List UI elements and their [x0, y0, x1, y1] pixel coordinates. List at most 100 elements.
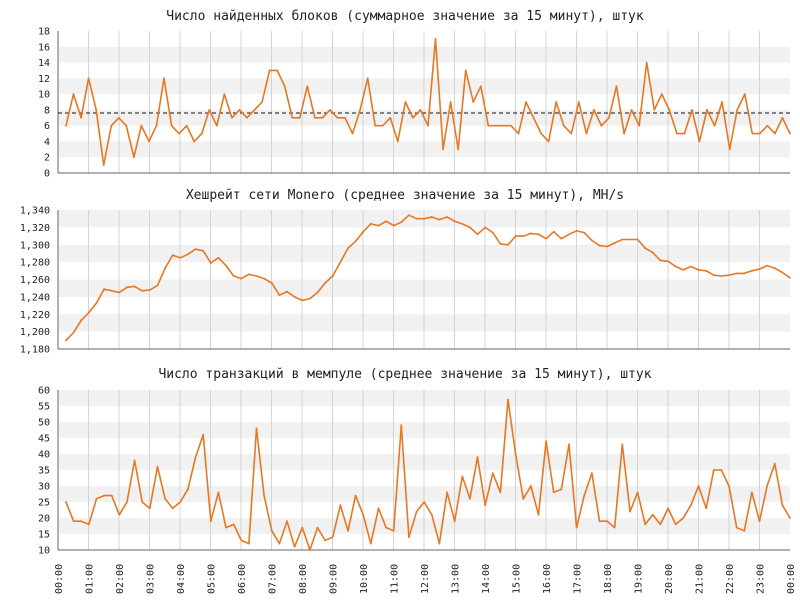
y-tick-label: 10: [38, 90, 50, 101]
y-tick-label: 1,180: [20, 345, 50, 356]
data-point: [613, 242, 616, 244]
data-point: [484, 504, 487, 507]
data-point: [385, 526, 387, 529]
data-point: [706, 108, 708, 111]
data-point: [193, 140, 196, 143]
data-point: [126, 501, 128, 503]
data-point: [674, 523, 677, 526]
data-point: [446, 491, 448, 494]
data-point: [712, 469, 715, 471]
data-point: [472, 101, 475, 103]
y-tick-label: 1,200: [20, 327, 50, 338]
data-point: [202, 249, 205, 252]
y-tick-label: 1,340: [20, 206, 50, 217]
data-point: [80, 116, 82, 119]
data-point: [560, 237, 563, 240]
data-point: [590, 239, 593, 242]
data-point: [751, 132, 754, 135]
y-tick-label: 35: [38, 466, 50, 477]
vertical-gridlines: [88, 210, 760, 349]
data-point: [377, 224, 380, 227]
data-point: [248, 542, 250, 545]
data-point: [781, 504, 784, 507]
data-point: [110, 124, 113, 127]
data-point: [636, 491, 639, 494]
data-point: [95, 108, 98, 111]
data-point: [415, 510, 418, 513]
data-point: [629, 510, 631, 513]
data-point: [306, 85, 309, 88]
y-tick-label: 6: [44, 121, 50, 132]
data-point: [270, 529, 273, 532]
chart-title: Число найденных блоков (суммарное значен…: [166, 9, 644, 24]
data-point: [359, 108, 362, 111]
data-point: [461, 223, 464, 225]
data-point: [499, 491, 502, 494]
data-point: [171, 507, 174, 510]
data-point: [621, 443, 624, 446]
data-point: [623, 132, 625, 135]
data-point: [728, 274, 730, 277]
data-point: [469, 497, 471, 500]
data-point: [392, 224, 395, 227]
data-point: [217, 491, 220, 494]
data-point: [132, 156, 135, 159]
data-point: [324, 282, 327, 284]
data-point: [449, 101, 452, 103]
data-point: [396, 140, 399, 143]
y-tick-label: 8: [44, 105, 50, 116]
data-point: [164, 267, 166, 270]
data-point: [743, 93, 746, 96]
data-point: [80, 520, 83, 523]
data-point: [636, 238, 639, 241]
data-point: [598, 244, 601, 247]
data-point: [253, 108, 256, 111]
data-point: [225, 264, 227, 267]
data-point: [552, 491, 555, 494]
data-point: [263, 494, 266, 497]
data-point: [362, 513, 365, 516]
data-point: [479, 85, 482, 88]
data-point: [683, 132, 686, 135]
data-point: [248, 273, 250, 276]
data-point: [427, 124, 429, 127]
data-point: [209, 262, 212, 264]
data-point: [377, 507, 380, 510]
data-point: [148, 289, 151, 291]
data-point: [223, 93, 226, 96]
x-tick-label: 04:00: [176, 564, 187, 594]
series-points: [65, 37, 791, 167]
data-point: [540, 132, 543, 135]
data-point: [590, 472, 593, 475]
data-point: [442, 148, 444, 151]
data-point: [232, 523, 235, 526]
data-point: [374, 124, 377, 127]
x-tick-label: 23:00: [756, 564, 767, 594]
y-tick-label: 55: [38, 402, 50, 413]
data-point: [690, 265, 692, 268]
data-point: [118, 513, 121, 516]
data-point: [80, 319, 83, 322]
data-point: [369, 542, 372, 545]
data-point: [606, 520, 608, 523]
data-point: [347, 247, 349, 250]
data-point: [743, 272, 746, 275]
data-point: [408, 214, 410, 217]
data-point: [499, 242, 502, 245]
data-point: [469, 226, 471, 229]
data-point: [781, 116, 784, 119]
data-point: [514, 235, 517, 237]
data-point: [529, 485, 532, 487]
data-point: [354, 240, 357, 243]
data-point: [200, 132, 203, 135]
data-point: [276, 69, 279, 72]
data-point: [461, 475, 464, 478]
data-point: [125, 124, 128, 127]
y-tick-label: 12: [38, 74, 50, 85]
y-tick-label: 45: [38, 434, 50, 445]
data-point: [659, 259, 662, 262]
data-point: [645, 61, 648, 64]
data-point: [423, 217, 426, 220]
data-point: [283, 85, 286, 88]
data-point: [331, 536, 334, 539]
